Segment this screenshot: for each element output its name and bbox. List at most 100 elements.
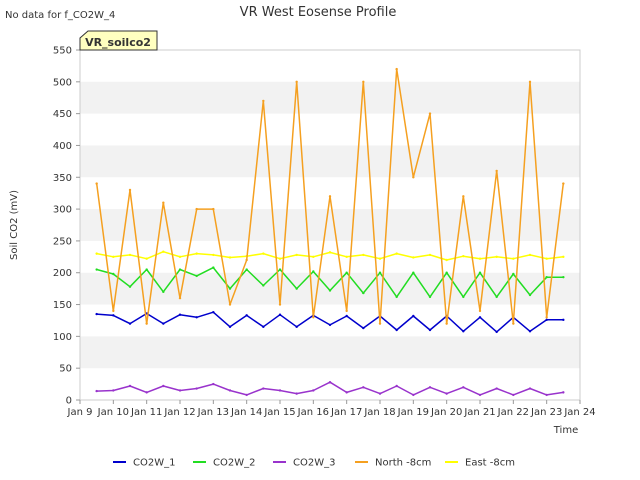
data-point-co2w-1: [112, 314, 115, 317]
y-tick-label: 150: [53, 300, 72, 311]
data-point-east-8cm: [212, 253, 215, 257]
data-point-north-8cm: [378, 322, 382, 325]
data-point-co2w-3: [528, 387, 532, 390]
data-point-co2w-3: [428, 386, 432, 389]
data-point-east-8cm: [295, 253, 298, 257]
legend-label: CO2W_1: [133, 458, 175, 469]
data-point-co2w-2: [512, 272, 515, 276]
data-point-co2w-1: [95, 312, 98, 316]
data-point-north-8cm: [128, 188, 132, 192]
data-point-east-8cm: [145, 257, 148, 260]
data-point-co2w-2: [545, 275, 548, 279]
x-axis-label: Time: [553, 425, 578, 436]
x-tick-label: Jan 23: [530, 407, 562, 418]
data-point-east-8cm: [428, 253, 432, 257]
grid-band: [80, 209, 580, 241]
data-point-co2w-1: [562, 318, 565, 322]
y-tick-label: 100: [53, 332, 72, 343]
data-point-east-8cm: [545, 257, 548, 260]
data-point-east-8cm: [528, 253, 532, 257]
data-point-north-8cm: [95, 182, 98, 185]
data-point-co2w-3: [378, 392, 382, 395]
data-point-co2w-2: [112, 272, 115, 276]
x-tick-label: Jan 21: [463, 407, 495, 418]
x-tick-label: Jan 15: [263, 407, 295, 418]
y-tick-label: 500: [53, 77, 72, 88]
x-tick-label: Jan 13: [197, 407, 229, 418]
data-point-north-8cm: [228, 303, 232, 306]
data-point-north-8cm: [112, 309, 115, 313]
data-point-co2w-3: [395, 384, 398, 388]
data-point-east-8cm: [345, 255, 348, 259]
x-tick-label: Jan 14: [230, 407, 262, 418]
data-point-north-8cm: [512, 322, 515, 325]
y-tick-label: 200: [53, 268, 72, 279]
series-line-co2w-1: [96, 311, 564, 333]
data-point-east-8cm: [395, 252, 398, 255]
data-point-east-8cm: [412, 256, 415, 259]
data-point-co2w-2: [162, 290, 165, 294]
data-point-north-8cm: [278, 303, 282, 306]
data-point-co2w-1: [328, 323, 332, 327]
y-tick-label: 50: [59, 364, 72, 375]
x-tick-label: Jan 18: [363, 407, 395, 418]
data-point-north-8cm: [262, 99, 265, 103]
data-point-co2w-1: [162, 322, 165, 325]
data-point-north-8cm: [195, 207, 198, 211]
x-tick-label: Jan 12: [163, 407, 195, 418]
data-point-co2w-3: [95, 389, 98, 393]
data-point-co2w-3: [462, 386, 465, 389]
data-point-co2w-2: [128, 285, 132, 288]
plot-area: [79, 49, 581, 401]
data-point-co2w-3: [112, 389, 115, 392]
data-point-co2w-1: [495, 330, 498, 334]
y-tick-label: 350: [53, 173, 72, 184]
data-point-co2w-3: [545, 393, 548, 397]
data-point-north-8cm: [212, 207, 215, 211]
data-point-east-8cm: [328, 251, 332, 254]
data-point-co2w-3: [362, 386, 365, 389]
data-point-co2w-2: [212, 266, 215, 269]
data-point-east-8cm: [445, 258, 448, 262]
data-point-co2w-2: [462, 295, 465, 299]
data-point-co2w-3: [495, 387, 498, 390]
data-point-co2w-2: [278, 268, 282, 271]
data-point-east-8cm: [478, 257, 482, 260]
data-point-east-8cm: [378, 257, 382, 260]
grid-band: [80, 272, 580, 305]
x-tick-label: Jan 19: [397, 407, 429, 418]
data-point-co2w-1: [428, 328, 432, 332]
data-point-co2w-2: [478, 271, 482, 274]
data-point-co2w-1: [178, 313, 182, 316]
dataset-badge: VR_soilco2: [79, 30, 158, 51]
data-point-co2w-1: [478, 316, 482, 319]
grid-band: [80, 145, 580, 178]
data-point-north-8cm: [345, 309, 348, 313]
data-point-co2w-1: [412, 314, 415, 318]
data-point-co2w-3: [128, 384, 132, 388]
data-point-co2w-1: [395, 328, 398, 332]
data-point-north-8cm: [162, 201, 165, 204]
data-point-north-8cm: [528, 80, 532, 84]
data-point-co2w-1: [245, 314, 248, 317]
y-tick-label: 450: [53, 109, 72, 120]
data-point-east-8cm: [278, 257, 282, 260]
data-point-co2w-3: [328, 380, 332, 384]
data-point-co2w-2: [195, 274, 198, 278]
grid-band: [80, 81, 580, 114]
data-point-co2w-3: [412, 393, 415, 397]
data-point-north-8cm: [462, 195, 465, 198]
legend: CO2W_1 CO2W_2 CO2W_3 North -8cm East -8cm: [113, 458, 515, 469]
data-point-north-8cm: [412, 176, 415, 179]
data-point-co2w-2: [312, 270, 315, 273]
data-point-co2w-3: [562, 391, 565, 394]
data-point-north-8cm: [328, 195, 332, 198]
data-point-co2w-3: [178, 389, 182, 392]
no-data-note: No data for f_CO2W_4: [5, 10, 115, 21]
legend-label: CO2W_3: [293, 458, 335, 469]
data-point-north-8cm: [312, 316, 315, 319]
data-point-east-8cm: [178, 255, 182, 259]
data-point-co2w-2: [295, 287, 298, 290]
data-point-co2w-2: [262, 284, 265, 287]
x-tick-label: Jan 16: [297, 407, 329, 418]
